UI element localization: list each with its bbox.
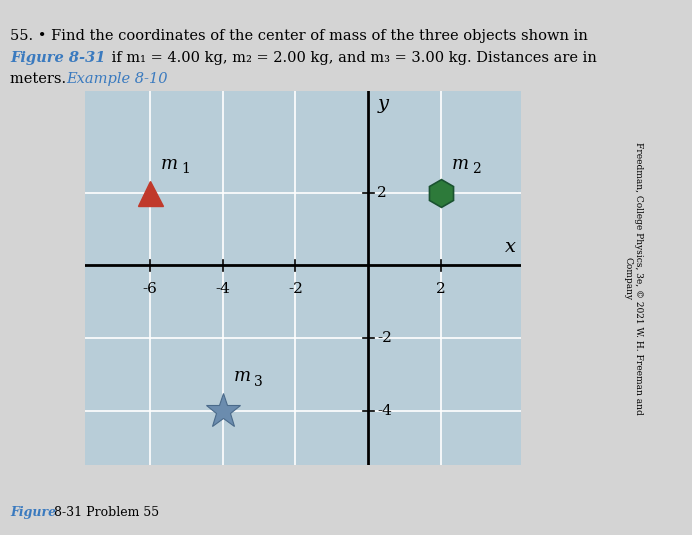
Text: m: m bbox=[234, 368, 251, 385]
Text: m: m bbox=[161, 155, 178, 173]
Text: 8-31 Problem 55: 8-31 Problem 55 bbox=[46, 506, 159, 518]
Text: if m₁ = 4.00 kg, m₂ = 2.00 kg, and m₃ = 3.00 kg. Distances are in: if m₁ = 4.00 kg, m₂ = 2.00 kg, and m₃ = … bbox=[107, 51, 597, 65]
Text: 2: 2 bbox=[436, 282, 446, 296]
Text: -6: -6 bbox=[143, 282, 158, 296]
Text: m: m bbox=[452, 155, 469, 173]
Text: Freedman, College Physics, 3e, © 2021 W. H. Freeman and
Company: Freedman, College Physics, 3e, © 2021 W.… bbox=[623, 142, 643, 415]
Text: 2: 2 bbox=[472, 163, 480, 177]
Text: Figure: Figure bbox=[10, 506, 57, 518]
Text: 2: 2 bbox=[377, 186, 387, 200]
Text: -2: -2 bbox=[377, 331, 392, 345]
Text: Figure 8-31: Figure 8-31 bbox=[10, 51, 106, 65]
Text: Example 8-10: Example 8-10 bbox=[66, 72, 167, 86]
Text: -4: -4 bbox=[215, 282, 230, 296]
Text: x: x bbox=[504, 239, 516, 256]
Text: y: y bbox=[377, 95, 388, 112]
Text: meters.: meters. bbox=[10, 72, 71, 86]
Text: 1: 1 bbox=[181, 163, 190, 177]
Text: -2: -2 bbox=[288, 282, 303, 296]
Text: 55. • Find the coordinates of the center of mass of the three objects shown in: 55. • Find the coordinates of the center… bbox=[10, 29, 588, 43]
Text: 3: 3 bbox=[254, 375, 262, 389]
Text: -4: -4 bbox=[377, 404, 392, 418]
